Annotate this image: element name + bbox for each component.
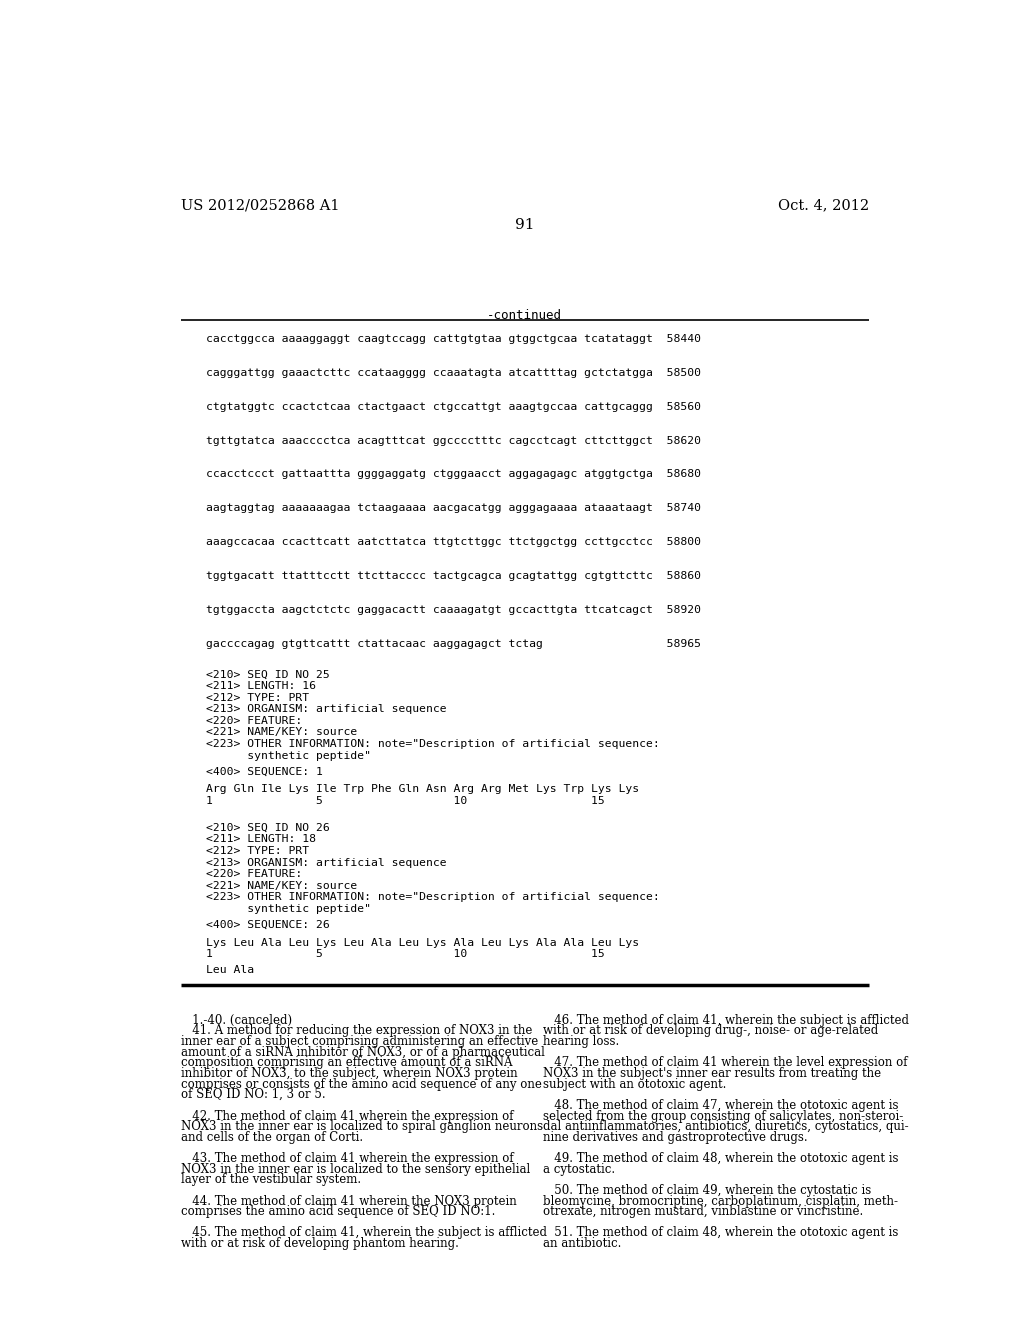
Text: 42. The method of claim 41 wherein the expression of: 42. The method of claim 41 wherein the e…: [180, 1110, 513, 1122]
Text: hearing loss.: hearing loss.: [543, 1035, 618, 1048]
Text: 1               5                   10                  15: 1 5 10 15: [206, 796, 604, 807]
Text: ctgtatggtc ccactctcaa ctactgaact ctgccattgt aaagtgccaa cattgcaggg  58560: ctgtatggtc ccactctcaa ctactgaact ctgccat…: [206, 401, 700, 412]
Text: a cytostatic.: a cytostatic.: [543, 1163, 614, 1176]
Text: <221> NAME/KEY: source: <221> NAME/KEY: source: [206, 727, 356, 738]
Text: dal antiinflammatories, antibiotics, diuretics, cytostatics, qui-: dal antiinflammatories, antibiotics, diu…: [543, 1121, 908, 1133]
Text: <211> LENGTH: 18: <211> LENGTH: 18: [206, 834, 315, 845]
Text: and cells of the organ of Corti.: and cells of the organ of Corti.: [180, 1131, 362, 1143]
Text: 48. The method of claim 47, wherein the ototoxic agent is: 48. The method of claim 47, wherein the …: [543, 1098, 898, 1111]
Text: <221> NAME/KEY: source: <221> NAME/KEY: source: [206, 880, 356, 891]
Text: subject with an ototoxic agent.: subject with an ototoxic agent.: [543, 1077, 726, 1090]
Text: 51. The method of claim 48, wherein the ototoxic agent is: 51. The method of claim 48, wherein the …: [543, 1226, 898, 1239]
Text: selected from the group consisting of salicylates, non-steroi-: selected from the group consisting of sa…: [543, 1110, 903, 1122]
Text: 47. The method of claim 41 wherein the level expression of: 47. The method of claim 41 wherein the l…: [543, 1056, 907, 1069]
Text: <220> FEATURE:: <220> FEATURE:: [206, 869, 302, 879]
Text: <223> OTHER INFORMATION: note="Description of artificial sequence:: <223> OTHER INFORMATION: note="Descripti…: [206, 739, 659, 748]
Text: Oct. 4, 2012: Oct. 4, 2012: [778, 198, 869, 213]
Text: 50. The method of claim 49, wherein the cytostatic is: 50. The method of claim 49, wherein the …: [543, 1184, 870, 1197]
Text: <223> OTHER INFORMATION: note="Description of artificial sequence:: <223> OTHER INFORMATION: note="Descripti…: [206, 892, 659, 902]
Text: US 2012/0252868 A1: US 2012/0252868 A1: [180, 198, 339, 213]
Text: composition comprising an effective amount of a siRNA: composition comprising an effective amou…: [180, 1056, 512, 1069]
Text: nine derivatives and gastroprotective drugs.: nine derivatives and gastroprotective dr…: [543, 1131, 807, 1143]
Text: 1               5                   10                  15: 1 5 10 15: [206, 949, 604, 960]
Text: <220> FEATURE:: <220> FEATURE:: [206, 715, 302, 726]
Text: <212> TYPE: PRT: <212> TYPE: PRT: [206, 693, 308, 702]
Text: <213> ORGANISM: artificial sequence: <213> ORGANISM: artificial sequence: [206, 705, 446, 714]
Text: bleomycine, bromocriptine, carboplatinum, cisplatin, meth-: bleomycine, bromocriptine, carboplatinum…: [543, 1195, 898, 1208]
Text: cacctggcca aaaaggaggt caagtccagg cattgtgtaa gtggctgcaa tcatataggt  58440: cacctggcca aaaaggaggt caagtccagg cattgtg…: [206, 334, 700, 345]
Text: tgtggaccta aagctctctc gaggacactt caaaagatgt gccacttgta ttcatcagct  58920: tgtggaccta aagctctctc gaggacactt caaaaga…: [206, 605, 700, 615]
Text: Arg Gln Ile Lys Ile Trp Phe Gln Asn Arg Arg Met Lys Trp Lys Lys: Arg Gln Ile Lys Ile Trp Phe Gln Asn Arg …: [206, 784, 639, 795]
Text: 41. A method for reducing the expression of NOX3 in the: 41. A method for reducing the expression…: [180, 1024, 532, 1038]
Text: NOX3 in the subject's inner ear results from treating the: NOX3 in the subject's inner ear results …: [543, 1067, 881, 1080]
Text: comprises or consists of the amino acid sequence of any one: comprises or consists of the amino acid …: [180, 1077, 542, 1090]
Text: amount of a siRNA inhibitor of NOX3, or of a pharmaceutical: amount of a siRNA inhibitor of NOX3, or …: [180, 1045, 545, 1059]
Text: tggtgacatt ttatttcctt ttcttacccc tactgcagca gcagtattgg cgtgttcttc  58860: tggtgacatt ttatttcctt ttcttacccc tactgca…: [206, 572, 700, 581]
Text: 1.-40. (canceled): 1.-40. (canceled): [180, 1014, 292, 1027]
Text: <211> LENGTH: 16: <211> LENGTH: 16: [206, 681, 315, 692]
Text: <400> SEQUENCE: 26: <400> SEQUENCE: 26: [206, 920, 330, 929]
Text: 46. The method of claim 41, wherein the subject is afflicted: 46. The method of claim 41, wherein the …: [543, 1014, 908, 1027]
Text: <400> SEQUENCE: 1: <400> SEQUENCE: 1: [206, 767, 323, 776]
Text: <213> ORGANISM: artificial sequence: <213> ORGANISM: artificial sequence: [206, 858, 446, 867]
Text: 44. The method of claim 41 wherein the NOX3 protein: 44. The method of claim 41 wherein the N…: [180, 1195, 516, 1208]
Text: 45. The method of claim 41, wherein the subject is afflicted: 45. The method of claim 41, wherein the …: [180, 1226, 547, 1239]
Text: 49. The method of claim 48, wherein the ototoxic agent is: 49. The method of claim 48, wherein the …: [543, 1152, 898, 1166]
Text: gaccccagag gtgttcattt ctattacaac aaggagagct tctag                  58965: gaccccagag gtgttcattt ctattacaac aaggaga…: [206, 639, 700, 649]
Text: NOX3 in the inner ear is localized to spiral ganglion neurons: NOX3 in the inner ear is localized to sp…: [180, 1121, 543, 1133]
Text: <210> SEQ ID NO 26: <210> SEQ ID NO 26: [206, 822, 330, 833]
Text: <212> TYPE: PRT: <212> TYPE: PRT: [206, 846, 308, 855]
Text: aagtaggtag aaaaaaagaa tctaagaaaa aacgacatgg agggagaaaa ataaataagt  58740: aagtaggtag aaaaaaagaa tctaagaaaa aacgaca…: [206, 503, 700, 513]
Text: comprises the amino acid sequence of SEQ ID NO:1.: comprises the amino acid sequence of SEQ…: [180, 1205, 495, 1218]
Text: ccacctccct gattaattta ggggaggatg ctgggaacct aggagagagc atggtgctga  58680: ccacctccct gattaattta ggggaggatg ctgggaa…: [206, 470, 700, 479]
Text: layer of the vestibular system.: layer of the vestibular system.: [180, 1173, 360, 1187]
Text: aaagccacaa ccacttcatt aatcttatca ttgtcttggc ttctggctgg ccttgcctcc  58800: aaagccacaa ccacttcatt aatcttatca ttgtctt…: [206, 537, 700, 548]
Text: an antibiotic.: an antibiotic.: [543, 1237, 621, 1250]
Text: -continued: -continued: [487, 309, 562, 322]
Text: tgttgtatca aaacccctca acagtttcat ggcccctttc cagcctcagt cttcttggct  58620: tgttgtatca aaacccctca acagtttcat ggcccct…: [206, 436, 700, 446]
Text: with or at risk of developing phantom hearing.: with or at risk of developing phantom he…: [180, 1237, 459, 1250]
Text: Lys Leu Ala Leu Lys Leu Ala Leu Lys Ala Leu Lys Ala Ala Leu Lys: Lys Leu Ala Leu Lys Leu Ala Leu Lys Ala …: [206, 937, 639, 948]
Text: cagggattgg gaaactcttc ccataagggg ccaaatagta atcattttag gctctatgga  58500: cagggattgg gaaactcttc ccataagggg ccaaata…: [206, 368, 700, 378]
Text: inhibitor of NOX3, to the subject, wherein NOX3 protein: inhibitor of NOX3, to the subject, where…: [180, 1067, 517, 1080]
Text: <210> SEQ ID NO 25: <210> SEQ ID NO 25: [206, 669, 330, 680]
Text: inner ear of a subject comprising administering an effective: inner ear of a subject comprising admini…: [180, 1035, 538, 1048]
Text: of SEQ ID NO: 1, 3 or 5.: of SEQ ID NO: 1, 3 or 5.: [180, 1088, 326, 1101]
Text: NOX3 in the inner ear is localized to the sensory epithelial: NOX3 in the inner ear is localized to th…: [180, 1163, 530, 1176]
Text: 43. The method of claim 41 wherein the expression of: 43. The method of claim 41 wherein the e…: [180, 1152, 513, 1166]
Text: otrexate, nitrogen mustard, vinblastine or vincristine.: otrexate, nitrogen mustard, vinblastine …: [543, 1205, 863, 1218]
Text: with or at risk of developing drug-, noise- or age-related: with or at risk of developing drug-, noi…: [543, 1024, 878, 1038]
Text: 91: 91: [515, 218, 535, 232]
Text: synthetic peptide": synthetic peptide": [206, 904, 371, 913]
Text: Leu Ala: Leu Ala: [206, 965, 254, 975]
Text: synthetic peptide": synthetic peptide": [206, 751, 371, 760]
